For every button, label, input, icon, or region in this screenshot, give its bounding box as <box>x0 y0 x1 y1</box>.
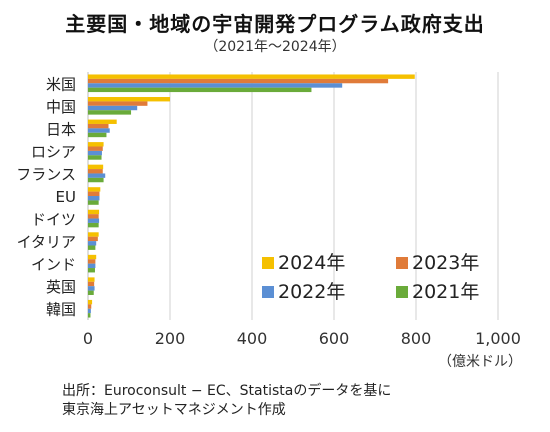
bar <box>88 78 389 84</box>
bar <box>88 277 95 282</box>
bar <box>88 200 99 205</box>
category-label: EU <box>56 188 76 206</box>
x-tick-label: 0 <box>83 329 93 348</box>
bar <box>88 286 95 291</box>
bar <box>88 164 104 170</box>
category-label: 韓国 <box>46 301 76 319</box>
legend-swatch <box>396 286 408 298</box>
bar <box>88 132 107 138</box>
category-label: 米国 <box>46 75 76 93</box>
bar <box>88 214 99 219</box>
bar <box>88 241 97 246</box>
bar <box>88 245 96 250</box>
bar <box>88 128 110 133</box>
legend-label: 2024年 <box>278 252 345 274</box>
bar <box>88 74 415 79</box>
bar <box>88 209 100 215</box>
bar <box>88 142 104 147</box>
bar <box>88 119 117 124</box>
bar <box>88 97 170 102</box>
bar <box>88 196 100 201</box>
legend-swatch <box>262 286 274 298</box>
bar <box>88 177 104 183</box>
bar <box>88 259 96 264</box>
bar <box>88 150 102 156</box>
category-label: 日本 <box>46 120 76 138</box>
bar <box>88 290 94 295</box>
legend-swatch <box>262 257 274 269</box>
bar <box>88 173 106 178</box>
bar <box>88 299 93 305</box>
category-label: フランス <box>16 165 76 183</box>
bar <box>88 87 312 93</box>
bar <box>88 191 100 196</box>
bar <box>88 146 103 151</box>
bar <box>88 304 92 309</box>
x-tick-label: 200 <box>155 329 186 348</box>
x-tick-label: 400 <box>237 329 268 348</box>
bar <box>88 308 91 314</box>
legend-label: 2023年 <box>412 252 479 274</box>
category-label: ロシア <box>31 143 76 161</box>
source-line-1: 出所：Euroconsult − EC、Statistaのデータを基に <box>62 383 392 399</box>
bar <box>88 155 102 160</box>
bar <box>88 110 132 115</box>
bar <box>88 105 138 111</box>
x-tick-label: 1,000 <box>475 329 521 348</box>
category-label: 英国 <box>46 278 76 296</box>
category-label: ドイツ <box>31 211 76 229</box>
x-axis-unit: （億米ドル） <box>438 354 522 370</box>
x-tick-label: 800 <box>401 329 432 348</box>
bar <box>88 281 95 287</box>
bar <box>88 222 99 228</box>
bar <box>88 123 109 129</box>
category-label: 中国 <box>46 98 76 116</box>
source-note: 出所：Euroconsult − EC、Statistaのデータを基に 東京海上… <box>62 382 391 420</box>
legend-label: 2022年 <box>278 281 345 303</box>
bar <box>88 187 101 192</box>
legend-label: 2021年 <box>412 281 479 303</box>
category-label: イタリア <box>17 233 76 251</box>
x-tick-label: 600 <box>319 329 350 348</box>
bar <box>88 254 97 260</box>
legend-swatch <box>396 257 408 269</box>
bar <box>88 232 99 237</box>
chart-subtitle: （2021年～2024年） <box>204 39 346 55</box>
bar <box>88 218 100 223</box>
chart-title: 主要国・地域の宇宙開発プログラム政府支出 <box>65 12 485 36</box>
bar <box>88 83 343 88</box>
bar <box>88 263 96 269</box>
bar <box>88 101 148 106</box>
bar <box>88 236 98 242</box>
bar <box>88 313 91 318</box>
source-line-2: 東京海上アセットマネジメント作成 <box>62 402 286 418</box>
bar <box>88 169 103 174</box>
bar <box>88 268 95 273</box>
category-label: インド <box>31 256 76 274</box>
